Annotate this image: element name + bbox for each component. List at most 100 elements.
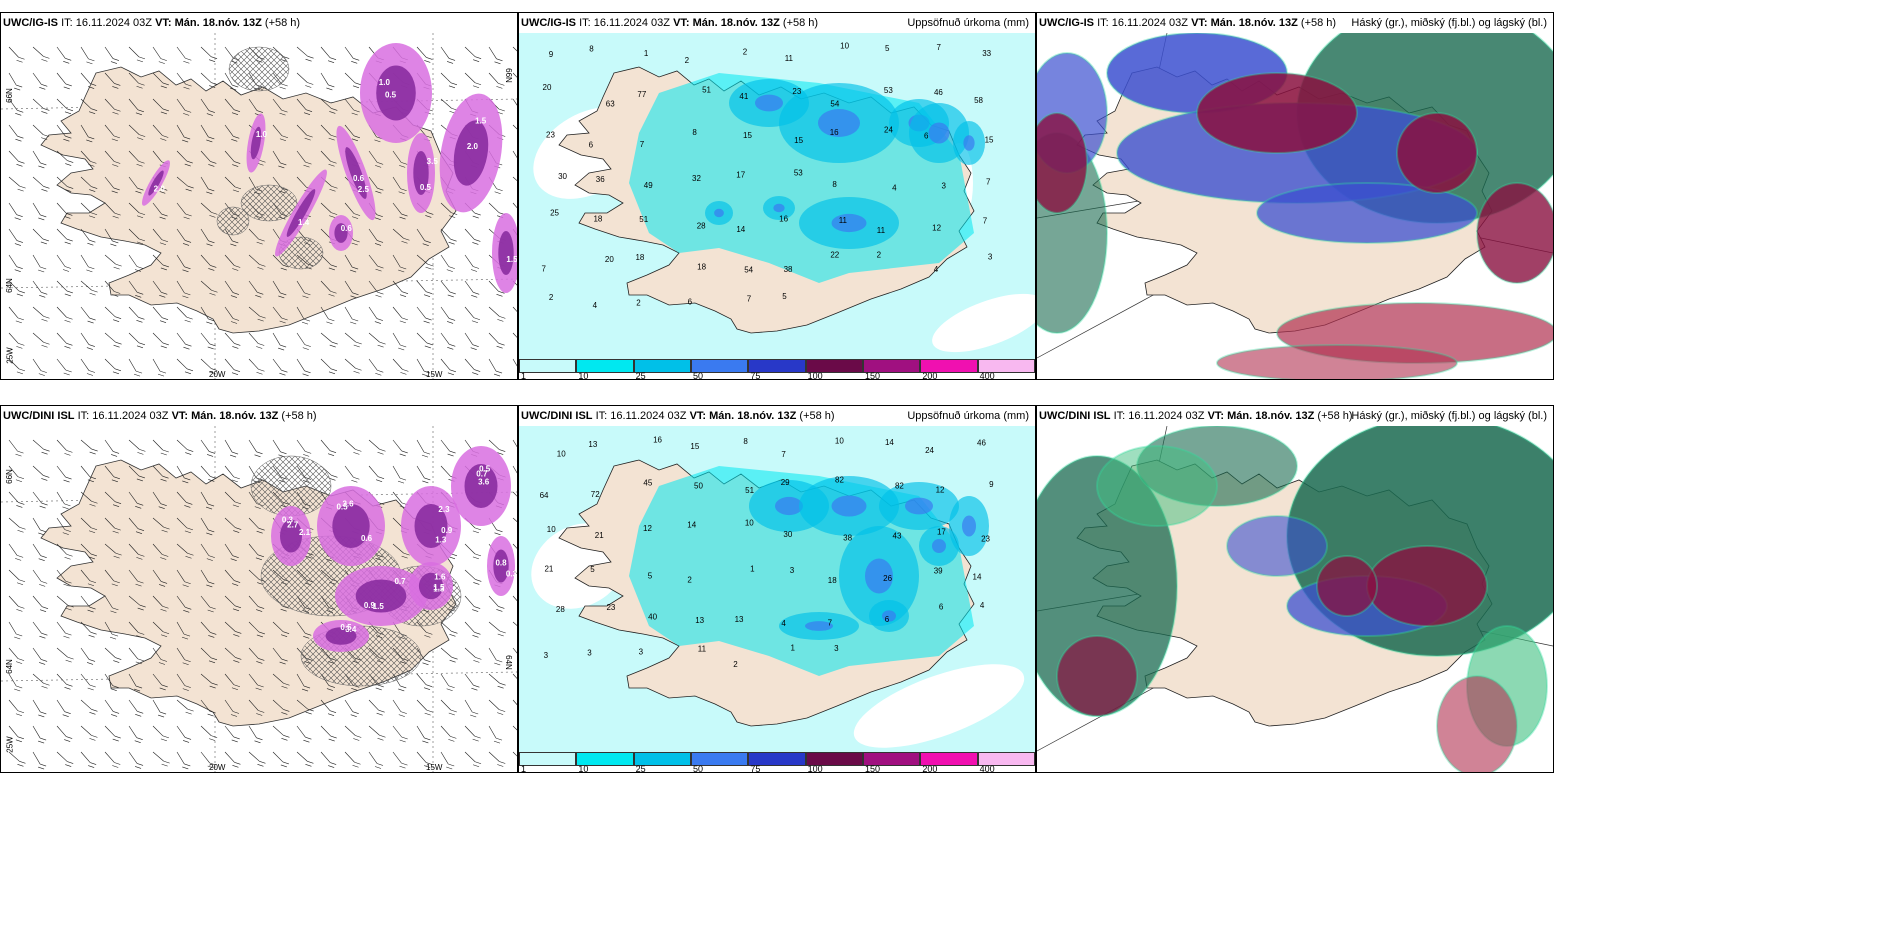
wind-barb <box>176 751 191 770</box>
precip-value-label: 21 <box>544 565 553 574</box>
wind-barb <box>224 306 240 324</box>
wind-barb <box>8 150 25 167</box>
precip-value-label: 3 <box>544 651 549 660</box>
precip-value-label: 8 <box>743 437 748 446</box>
map-wind-snow[interactable]: 3.6 2.3 3.6 2.1 1.5 1.3 3.4 0.8 0.6 0.9 0.5 2.7 0.7 1… <box>1 426 517 772</box>
snow-intensity-core <box>332 504 370 548</box>
wind-barb <box>224 254 241 271</box>
wind-barb <box>56 595 74 611</box>
panel-wind-snow-bottom: UWC/DINI ISL IT: 16.11.2024 03Z VT: Mán.… <box>0 405 518 773</box>
cloud-layer <box>1257 183 1477 243</box>
precip-value-label: 39 <box>934 567 943 576</box>
wind-barb <box>320 699 337 716</box>
precip-value-label: 11 <box>839 216 848 225</box>
wind-barb <box>176 439 194 455</box>
wind-barb <box>368 699 385 716</box>
wind-barb <box>512 569 517 574</box>
map-precip[interactable]: 10 13 16 15 8 7 10 14 24 46 64 72 45 50 51 29 82 82 12 9 10 2… <box>519 426 1035 752</box>
legend-label: 1 <box>521 764 527 773</box>
wind-barb <box>152 254 169 271</box>
wind-barb <box>8 517 26 533</box>
map-precip[interactable]: 9 8 1 2 2 11 10 5 7 33 20 63 77 51 41 23 54 53 46 58 23 6 7 8 15… <box>519 33 1035 359</box>
wind-barb <box>464 699 479 718</box>
precip-value-label: 3 <box>587 649 592 658</box>
wind-barb <box>8 280 25 297</box>
snow-value-label: 1.5 <box>475 116 487 125</box>
snow-value-label: 1.6 <box>434 572 446 581</box>
legend-swatch <box>977 752 1035 766</box>
precip-value-label: 30 <box>558 172 567 181</box>
snow-value-label: 3.6 <box>478 478 490 487</box>
precip-value-label: 22 <box>830 251 839 260</box>
precip-value-label: 2 <box>685 56 690 65</box>
wind-barb <box>200 699 216 717</box>
wind-barb <box>56 202 73 219</box>
wind-barb <box>8 306 24 324</box>
wind-barb <box>296 46 314 62</box>
wind-barb <box>248 647 265 664</box>
panel-title: UWC/IG-IS IT: 16.11.2024 03Z VT: Mán. 18… <box>1037 13 1553 33</box>
legend-label: 400 <box>979 764 995 773</box>
wind-barb <box>8 358 26 375</box>
precip-value-label: 10 <box>547 525 556 534</box>
precip-value-label: 2 <box>687 575 692 584</box>
map-cloud[interactable] <box>1037 33 1553 379</box>
legend-swatch <box>519 359 577 373</box>
wind-barb <box>440 621 458 637</box>
wind-barb <box>464 72 482 89</box>
precip-value-label: 7 <box>781 450 786 459</box>
lat-label-64: 64N <box>4 278 14 293</box>
wind-barb <box>152 332 169 349</box>
wind-barb <box>512 491 517 497</box>
wind-barb <box>176 254 191 273</box>
wind-barb <box>512 595 517 602</box>
wind-barb <box>320 280 337 297</box>
wind-barb <box>224 517 242 533</box>
wind-barb <box>200 673 218 689</box>
wind-barb <box>200 202 218 218</box>
precip-value-label: 7 <box>747 294 752 303</box>
wind-barb <box>200 176 215 195</box>
wind-barb <box>32 751 47 770</box>
legend-swatch <box>519 752 577 766</box>
wind-barb <box>440 202 458 218</box>
legend-label: 75 <box>750 764 761 773</box>
wind-barb <box>80 491 98 507</box>
wind-barb <box>80 280 98 296</box>
wind-barb <box>32 491 48 509</box>
map-wind-snow[interactable]: 1.0 2.0 0.5 0.6 1.4 0.6 1.0 2.0 1.5 0.5 1.5 3.5 2.5 <box>1 33 517 379</box>
map-cloud[interactable] <box>1037 426 1553 772</box>
precip-value-label: 4 <box>593 301 598 310</box>
wind-barb <box>272 98 288 116</box>
wind-barb <box>320 98 338 114</box>
wind-barb <box>56 673 73 690</box>
wind-barb <box>416 725 431 744</box>
precip-value-label: 12 <box>936 486 945 495</box>
wind-barb <box>224 439 239 458</box>
precip-value-label: 1 <box>750 565 755 574</box>
wind-barb <box>512 647 517 654</box>
snow-value-label: 0.9 <box>364 601 376 610</box>
precip-value-label: 10 <box>557 450 566 459</box>
wind-barb <box>392 254 407 273</box>
lon-label-20: 20W <box>209 370 226 379</box>
wind-barb <box>80 465 97 483</box>
wind-barb <box>416 306 432 324</box>
wind-barb <box>104 124 120 142</box>
precip-heavy-core <box>755 94 783 112</box>
precip-value-label: 2 <box>877 250 882 259</box>
precip-value-label: 10 <box>745 518 754 527</box>
wind-barb <box>128 46 146 63</box>
precip-value-label: 58 <box>974 96 983 105</box>
wind-barb <box>224 647 242 663</box>
wind-barb <box>32 72 48 90</box>
precip-value-label: 46 <box>934 88 943 97</box>
panel-wind-snow-top: UWC/IG-IS IT: 16.11.2024 03Z VT: Mán. 18… <box>0 12 518 380</box>
precip-value-label: 64 <box>540 491 549 500</box>
wind-barb <box>344 306 359 325</box>
precip-value-label: 7 <box>983 216 988 225</box>
wind-barb <box>176 569 191 588</box>
wind-barb <box>152 751 170 767</box>
wind-barb <box>56 543 73 560</box>
wind-barb <box>296 673 311 692</box>
